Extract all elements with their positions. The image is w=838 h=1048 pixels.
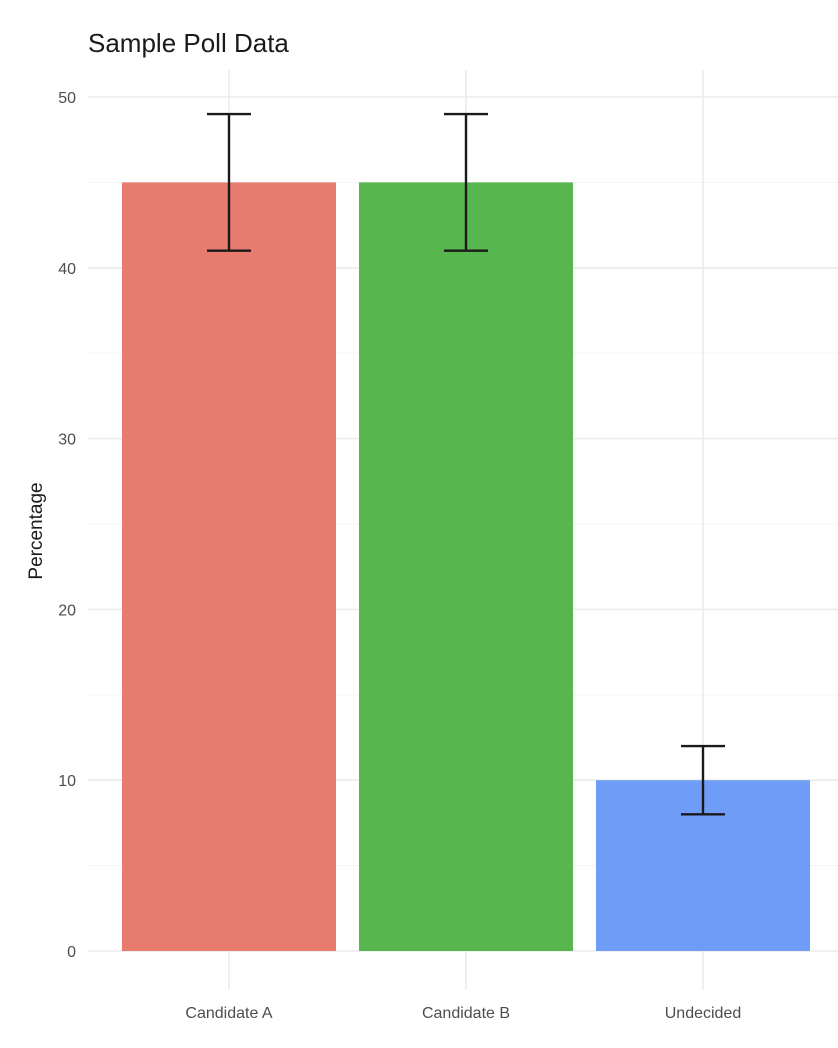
- y-tick-label: 20: [58, 602, 76, 619]
- bar-candidate-a: [122, 182, 336, 951]
- chart-title: Sample Poll Data: [88, 28, 289, 58]
- y-axis-label: Percentage: [26, 482, 47, 579]
- y-axis-ticks: 0 10 20 30 40 50: [58, 90, 76, 961]
- error-bar-undecided: [681, 744, 725, 816]
- x-tick-label: Undecided: [665, 1005, 742, 1022]
- error-bar-candidate-b: [444, 112, 488, 252]
- bars: [122, 182, 810, 951]
- y-tick-label: 40: [58, 261, 76, 278]
- bar-candidate-b: [359, 182, 573, 951]
- x-tick-label: Candidate A: [185, 1005, 273, 1022]
- y-tick-label: 30: [58, 432, 76, 449]
- y-tick-label: 50: [58, 90, 76, 107]
- error-bars: [207, 112, 725, 816]
- y-tick-label: 0: [67, 944, 76, 961]
- x-axis-ticks: Candidate A Candidate B Undecided: [185, 1005, 741, 1022]
- error-bar-candidate-a: [207, 112, 251, 252]
- y-tick-label: 10: [58, 773, 76, 790]
- x-tick-label: Candidate B: [422, 1005, 510, 1022]
